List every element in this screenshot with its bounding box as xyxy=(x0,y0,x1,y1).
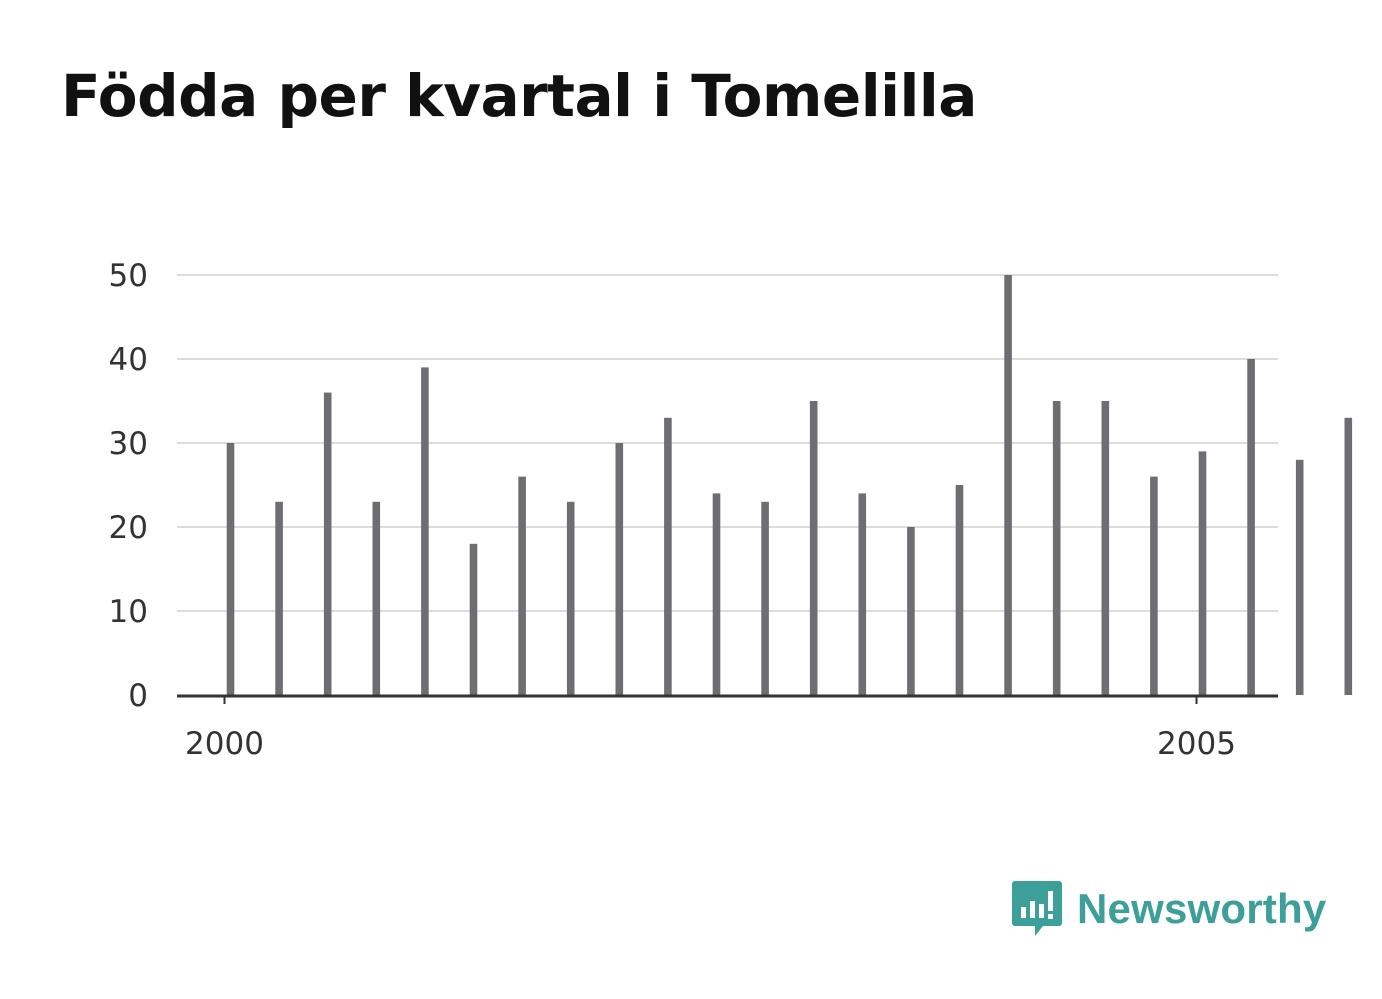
y-axis-ticks: 0 10 20 30 40 50 xyxy=(109,258,148,714)
x-tick-label: 2005 xyxy=(1157,726,1236,762)
y-tick-label: 30 xyxy=(109,426,148,462)
y-tick-label: 20 xyxy=(109,510,148,546)
bar xyxy=(858,493,867,695)
bar xyxy=(1150,476,1158,695)
newsworthy-logo: Newsworthy xyxy=(1011,879,1326,939)
grid-lines xyxy=(177,274,1278,612)
newsworthy-logo-text: Newsworthy xyxy=(1077,885,1327,932)
bar xyxy=(1344,417,1353,695)
bar xyxy=(275,501,283,695)
bar xyxy=(566,501,575,695)
bar xyxy=(469,543,478,695)
chart-title: Födda per kvartal i Tomelilla xyxy=(61,62,977,130)
newsworthy-logo-icon xyxy=(1012,881,1062,936)
bar xyxy=(1295,459,1304,695)
y-tick-label: 50 xyxy=(109,258,148,294)
x-axis-ticks: 200020052010201520202025 xyxy=(185,695,1236,762)
y-tick-label: 10 xyxy=(109,594,148,630)
bar xyxy=(1004,275,1012,695)
bar xyxy=(1247,359,1255,695)
y-tick-label: 40 xyxy=(109,342,148,378)
x-tick-label: 2000 xyxy=(185,726,264,762)
bar xyxy=(955,485,964,695)
bar xyxy=(664,417,672,695)
bar xyxy=(712,493,721,695)
y-tick-label: 0 xyxy=(128,678,148,714)
bar xyxy=(323,392,332,695)
bar xyxy=(907,527,915,695)
bar xyxy=(1101,401,1110,695)
bar xyxy=(1198,451,1207,695)
bar xyxy=(372,501,381,695)
bars xyxy=(226,275,1353,695)
bar xyxy=(809,401,818,695)
bar xyxy=(226,443,235,695)
bar xyxy=(761,501,769,695)
bar xyxy=(518,476,526,695)
bar xyxy=(421,367,429,695)
bar xyxy=(1052,401,1061,695)
bar xyxy=(615,443,624,695)
